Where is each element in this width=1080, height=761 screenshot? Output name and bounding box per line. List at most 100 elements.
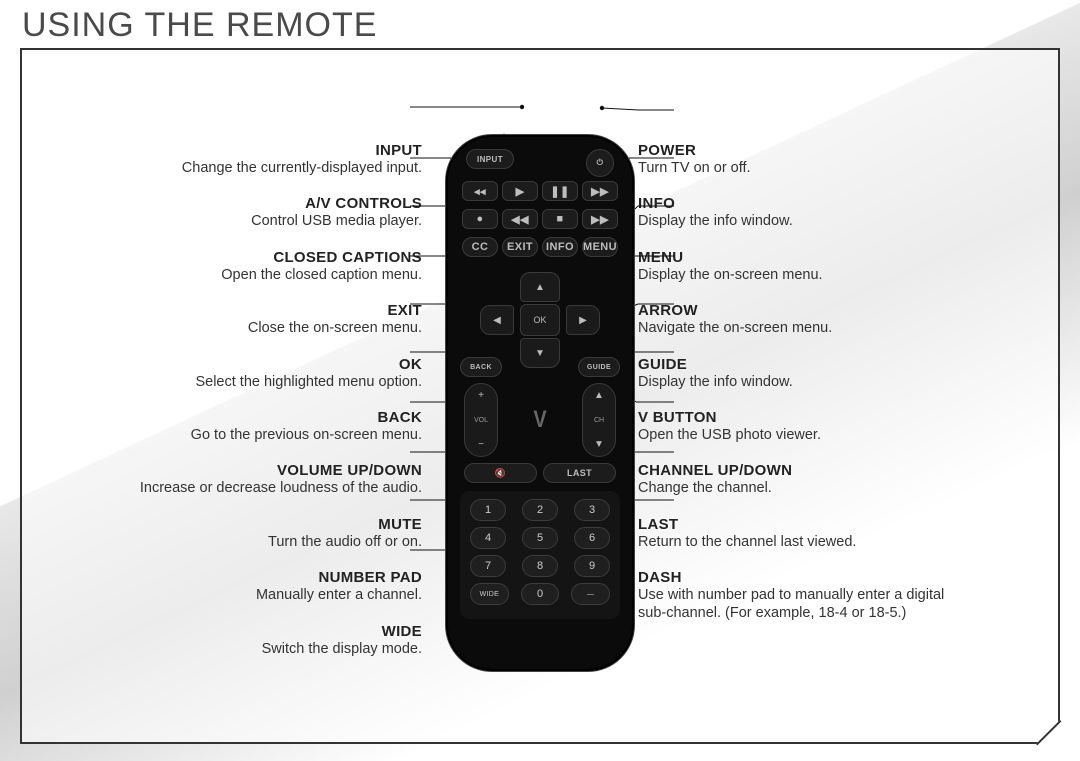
callout-desc: Control USB media player. — [92, 213, 422, 230]
input-button: INPUT — [466, 149, 514, 169]
callout-desc: Close the on-screen menu. — [92, 320, 422, 337]
callout-label: INPUT — [92, 142, 422, 160]
callout-desc: Manually enter a channel. — [92, 587, 422, 604]
callout-label: LAST — [638, 516, 968, 534]
callout-label: POWER — [638, 142, 968, 160]
transport-row-1: ◂◂▶❚❚▶▶ — [458, 181, 622, 201]
callout-label: GUIDE — [638, 356, 968, 374]
vol-label: VOL — [474, 417, 488, 424]
callout-left-6: VOLUME UP/DOWNIncrease or decrease loudn… — [82, 462, 422, 497]
callout-left-7: MUTETurn the audio off or on. — [82, 516, 422, 551]
callout-label: CLOSED CAPTIONS — [92, 249, 422, 267]
callout-left-9: WIDESwitch the display mode. — [82, 623, 422, 658]
media-button: INFO — [542, 237, 578, 257]
callout-desc: Switch the display mode. — [92, 641, 422, 658]
v-logo-button: V — [533, 406, 546, 434]
media-button: ◂◂ — [462, 181, 498, 201]
callout-desc: Navigate the on-screen menu. — [638, 320, 968, 337]
callout-left-1: A/V CONTROLSControl USB media player. — [82, 195, 422, 230]
callout-desc: Change the channel. — [638, 480, 968, 497]
numpad-2: 2 — [522, 499, 558, 521]
callout-label: EXIT — [92, 302, 422, 320]
numpad-4: 4 — [470, 527, 506, 549]
callout-left-2: CLOSED CAPTIONSOpen the closed caption m… — [82, 249, 422, 284]
callout-label: OK — [92, 356, 422, 374]
number-pad: 123 456 789 WIDE 0 — — [460, 491, 620, 619]
callout-desc: Change the currently-displayed input. — [92, 160, 422, 177]
media-button: CC — [462, 237, 498, 257]
callouts-right: POWERTurn TV on or off.INFODisplay the i… — [638, 142, 978, 640]
callout-desc: Display the info window. — [638, 374, 968, 391]
callout-right-8: DASHUse with number pad to manually ente… — [638, 569, 978, 622]
arrow-left-button: ◀ — [480, 305, 514, 335]
media-button: ◀◀ — [502, 209, 538, 229]
media-button: ❚❚ — [542, 181, 578, 201]
media-button: ▶ — [502, 181, 538, 201]
numpad-0: 0 — [521, 583, 560, 605]
callout-left-4: OKSelect the highlighted menu option. — [82, 356, 422, 391]
callout-desc: Return to the channel last viewed. — [638, 534, 968, 551]
frame-corner-notch — [1036, 720, 1080, 761]
media-button: MENU — [582, 237, 618, 257]
manual-page: USING THE REMOTE INPUTChange the current… — [0, 0, 1080, 761]
media-button: ● — [462, 209, 498, 229]
callout-desc: Open the USB photo viewer. — [638, 427, 968, 444]
ok-button: OK — [520, 304, 560, 336]
wide-button: WIDE — [470, 583, 509, 605]
media-button: ■ — [542, 209, 578, 229]
ch-label: CH — [594, 417, 604, 424]
dpad-zone: ▲ ▼ ◀ ▶ OK BACK GUIDE — [458, 265, 622, 375]
callout-desc: Select the highlighted menu option. — [92, 374, 422, 391]
volume-rocker: +VOL− — [464, 383, 498, 457]
quad-row: CCEXITINFOMENU — [458, 237, 622, 257]
callout-desc: Turn the audio off or on. — [92, 534, 422, 551]
callout-desc: Increase or decrease loudness of the aud… — [92, 480, 422, 497]
callouts-left: INPUTChange the currently-displayed inpu… — [82, 142, 422, 676]
numpad-8: 8 — [522, 555, 558, 577]
callout-right-3: ARROWNavigate the on-screen menu. — [638, 302, 978, 337]
callout-right-4: GUIDEDisplay the info window. — [638, 356, 978, 391]
callout-desc: Turn TV on or off. — [638, 160, 968, 177]
callout-right-2: MENUDisplay the on-screen menu. — [638, 249, 978, 284]
mute-button: 🔇 — [464, 463, 537, 483]
callout-left-3: EXITClose the on-screen menu. — [82, 302, 422, 337]
callout-label: ARROW — [638, 302, 968, 320]
transport-row-2: ●◀◀■▶▶ — [458, 209, 622, 229]
callout-right-1: INFODisplay the info window. — [638, 195, 978, 230]
content-frame: INPUTChange the currently-displayed inpu… — [20, 48, 1060, 744]
callout-label: VOLUME UP/DOWN — [92, 462, 422, 480]
callout-label: BACK — [92, 409, 422, 427]
guide-button: GUIDE — [578, 357, 620, 377]
numpad-3: 3 — [574, 499, 610, 521]
callout-label: DASH — [638, 569, 968, 587]
callout-label: A/V CONTROLS — [92, 195, 422, 213]
callout-right-0: POWERTurn TV on or off. — [638, 142, 978, 177]
numpad-7: 7 — [470, 555, 506, 577]
callout-desc: Use with number pad to manually enter a … — [638, 587, 968, 622]
callout-desc: Go to the previous on-screen menu. — [92, 427, 422, 444]
numpad-1: 1 — [470, 499, 506, 521]
callout-desc: Open the closed caption menu. — [92, 267, 422, 284]
numpad-5: 5 — [522, 527, 558, 549]
arrow-right-button: ▶ — [566, 305, 600, 335]
callout-label: WIDE — [92, 623, 422, 641]
power-button: ⏻ — [586, 149, 614, 177]
callout-label: INFO — [638, 195, 968, 213]
remote-diagram: INPUT ⏻ ◂◂▶❚❚▶▶ ●◀◀■▶▶ CCEXITINFOMENU ▲ … — [446, 135, 634, 671]
media-button: EXIT — [502, 237, 538, 257]
callout-desc: Display the info window. — [638, 213, 968, 230]
dash-button: — — [571, 583, 610, 605]
callout-left-0: INPUTChange the currently-displayed inpu… — [82, 142, 422, 177]
callout-label: V BUTTON — [638, 409, 968, 427]
callout-label: MENU — [638, 249, 968, 267]
callout-label: NUMBER PAD — [92, 569, 422, 587]
callout-right-5: V BUTTONOpen the USB photo viewer. — [638, 409, 978, 444]
channel-rocker: ▲CH▼ — [582, 383, 616, 457]
callout-label: MUTE — [92, 516, 422, 534]
numpad-6: 6 — [574, 527, 610, 549]
numpad-9: 9 — [574, 555, 610, 577]
media-button: ▶▶ — [582, 209, 618, 229]
callout-right-6: CHANNEL UP/DOWNChange the channel. — [638, 462, 978, 497]
callout-left-8: NUMBER PADManually enter a channel. — [82, 569, 422, 604]
media-button: ▶▶ — [582, 181, 618, 201]
